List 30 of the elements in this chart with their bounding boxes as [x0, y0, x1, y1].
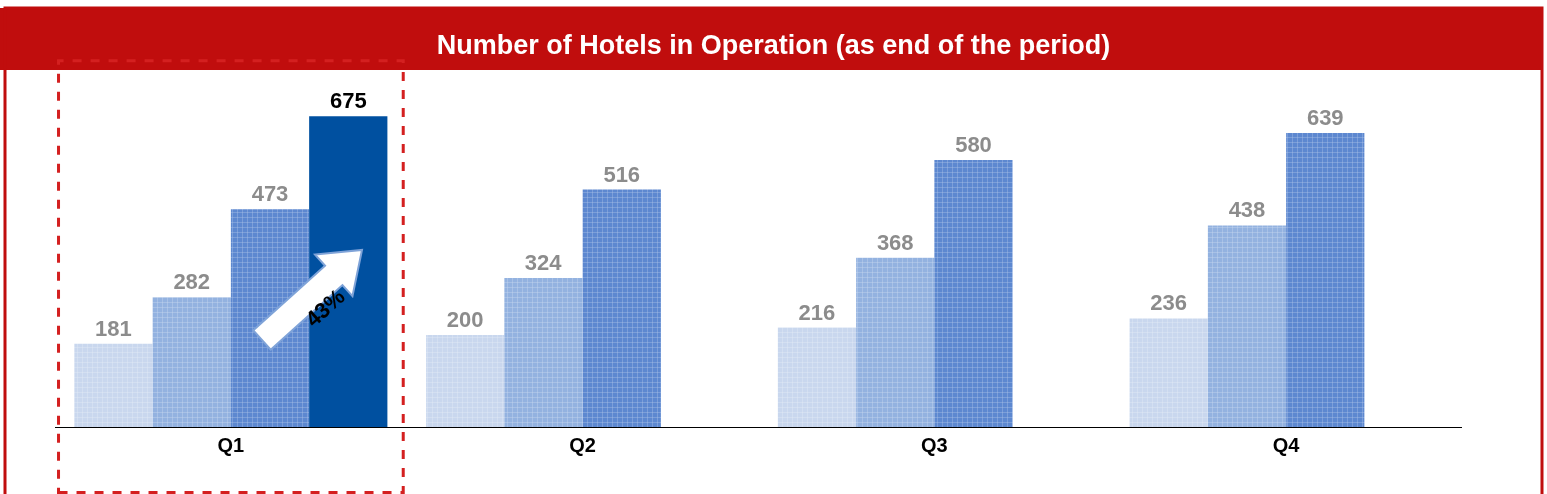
- data-label: 181: [95, 315, 132, 341]
- bar: [777, 327, 857, 427]
- bar: [1286, 132, 1365, 427]
- bar: [504, 277, 583, 427]
- data-label: 200: [446, 306, 484, 332]
- bar: [1207, 225, 1287, 427]
- data-label: 216: [798, 299, 836, 325]
- x-tick-label: Q3: [921, 434, 948, 456]
- bar: [934, 160, 1013, 427]
- x-tick-label: Q1: [217, 434, 245, 456]
- bar: [582, 189, 661, 427]
- data-label: 675: [329, 88, 367, 114]
- data-label: 580: [955, 132, 992, 158]
- annotation: 43%: [300, 283, 350, 332]
- data-label: 282: [173, 269, 211, 295]
- x-tick-label: Q4: [1272, 434, 1301, 456]
- bar: [152, 297, 231, 427]
- bar: [856, 257, 935, 427]
- bar: [1129, 318, 1208, 427]
- x-tick-label: Q2: [569, 434, 596, 456]
- bar: [426, 334, 505, 427]
- bar: [74, 343, 153, 427]
- data-label: 639: [1306, 104, 1344, 130]
- data-label: 516: [603, 161, 641, 187]
- data-label: 368: [876, 229, 914, 255]
- data-label: 438: [1228, 197, 1266, 223]
- chart-title: Number of Hotels in Operation (as end of the period): [436, 29, 1111, 60]
- data-label: 324: [524, 249, 563, 275]
- data-label: 473: [251, 181, 289, 207]
- data-label: 236: [1150, 290, 1188, 316]
